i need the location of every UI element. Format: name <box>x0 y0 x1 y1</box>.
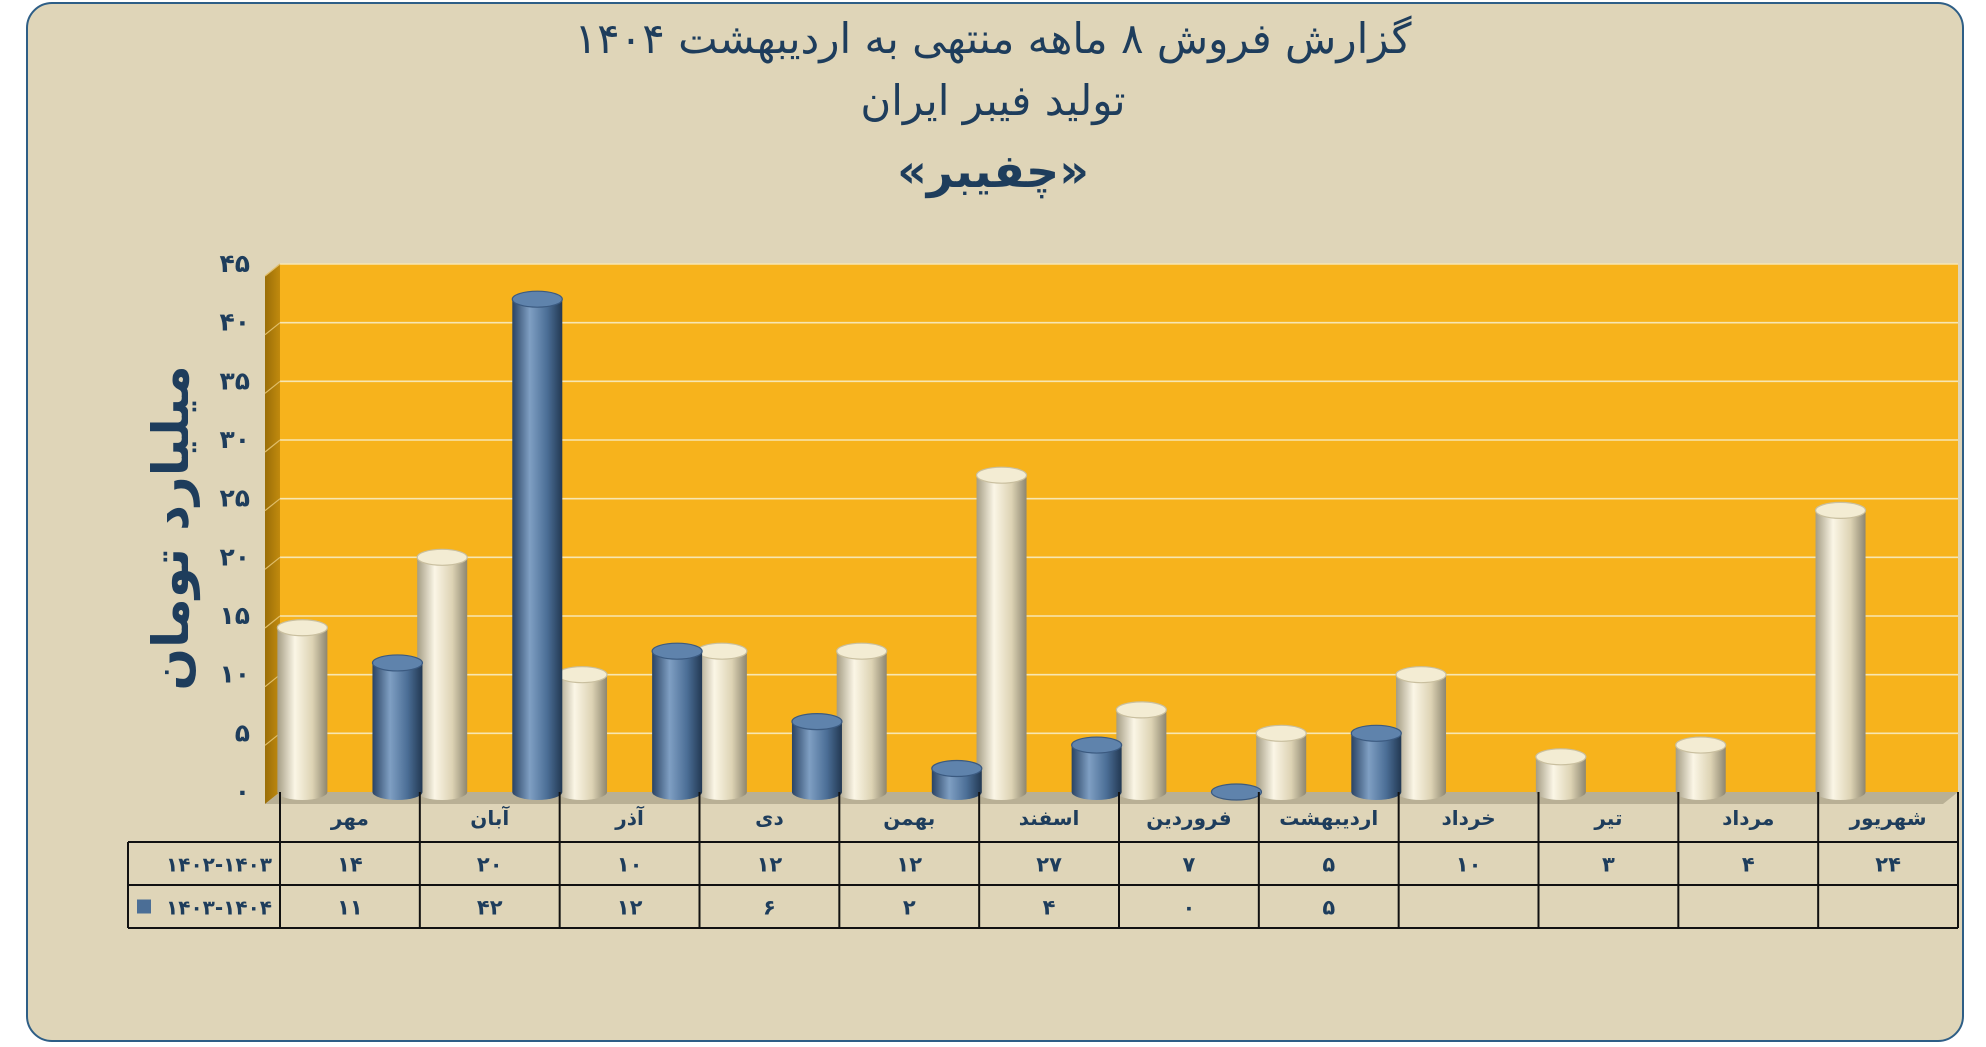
bar-1 <box>696 642 748 800</box>
y-tick-label: ۴۰ <box>219 308 250 337</box>
x-category-label: مرداد <box>1722 806 1774 830</box>
y-tick-label: ۲۰ <box>219 542 250 571</box>
bar-2 <box>511 290 563 800</box>
bar-1 <box>416 548 468 800</box>
table-value: ۷ <box>1183 853 1196 877</box>
y-tick-label: ۰ <box>235 777 250 806</box>
bar-2 <box>931 759 983 800</box>
y-tick-label: ۳۰ <box>219 425 250 454</box>
gridline-side <box>264 556 281 570</box>
table-value: ۶ <box>763 896 776 920</box>
gridline-side <box>264 380 281 394</box>
table-value: ۴ <box>1043 896 1056 920</box>
bar-1 <box>836 642 888 800</box>
bar-1 <box>975 466 1028 801</box>
table-value: ۱۰ <box>617 853 643 877</box>
table-value: ۰ <box>1183 896 1196 920</box>
x-category-label: آبان <box>470 805 510 830</box>
bar-1 <box>1255 724 1307 800</box>
bar-2 <box>1210 783 1263 801</box>
table-value: ۲۷ <box>1036 853 1062 877</box>
table-value: ۱۲ <box>757 853 783 877</box>
gridline-side <box>264 498 281 512</box>
x-category-label: فروردین <box>1146 806 1231 830</box>
company-name: «چفیبر» <box>897 144 1089 198</box>
x-category-label: خرداد <box>1441 806 1495 830</box>
bar-1 <box>276 619 328 800</box>
bar-2 <box>791 712 843 800</box>
table-value: ۵ <box>1322 896 1335 920</box>
y-tick-label: ۲۵ <box>219 484 250 513</box>
chart-subtitle: تولید فیبر ایران <box>860 76 1126 125</box>
gridline-side <box>264 263 281 277</box>
legend-swatch <box>137 899 151 914</box>
y-tick-label: ۱۰ <box>219 660 250 689</box>
x-category-label: اردیبهشت <box>1279 806 1378 830</box>
y-axis-label: میلیارد تومان <box>142 365 201 690</box>
bar-2 <box>651 642 703 800</box>
series-name: ۱۴۰۳-۱۴۰۴ <box>166 896 272 920</box>
table-value: ۵ <box>1322 853 1335 877</box>
y-tick-label: ۴۵ <box>219 249 250 278</box>
bar-1 <box>1115 701 1167 800</box>
table-value: ۱۴ <box>337 853 363 877</box>
chart-title: گزارش فروش ۸ ماهه منتهی به اردیبهشت ۱۴۰۴ <box>574 14 1412 63</box>
x-category-label: مهر <box>330 806 369 830</box>
bar-1 <box>1675 736 1727 800</box>
table-value: ۲۰ <box>477 853 503 877</box>
x-category-label: بهمن <box>883 806 935 830</box>
table-value: ۱۲ <box>617 896 643 920</box>
gridline-side <box>264 439 281 453</box>
y-tick-label: ۳۵ <box>219 366 250 395</box>
bar-1 <box>1395 666 1447 800</box>
bar-2 <box>1071 736 1123 800</box>
plot-side-wall <box>265 264 280 804</box>
gridline-side <box>264 615 281 629</box>
bar-2 <box>371 654 424 800</box>
table-value: ۱۲ <box>896 853 922 877</box>
bar-1 <box>1535 748 1587 800</box>
table-value: ۲۴ <box>1875 853 1901 877</box>
y-tick-label: ۵ <box>235 718 250 747</box>
x-category-label: تیر <box>1593 806 1622 830</box>
table-value: ۱۰ <box>1456 853 1482 877</box>
x-category-label: اسفند <box>1019 806 1080 830</box>
table-value: ۴۲ <box>477 896 503 920</box>
table-value: ۴ <box>1742 853 1755 877</box>
series-name: ۱۴۰۲-۱۴۰۳ <box>166 853 272 877</box>
x-category-label: آذر <box>614 805 645 830</box>
gridline-side <box>264 322 281 336</box>
x-category-label: دی <box>755 806 784 830</box>
y-tick-label: ۱۵ <box>219 601 250 630</box>
table-value: ۱۱ <box>337 896 363 920</box>
bar-2 <box>1350 724 1402 800</box>
table-value: ۲ <box>903 896 916 920</box>
bar-1 <box>1814 501 1867 800</box>
bar-1 <box>556 666 608 800</box>
x-category-label: شهریور <box>1849 806 1927 830</box>
table-value: ۳ <box>1602 853 1615 877</box>
